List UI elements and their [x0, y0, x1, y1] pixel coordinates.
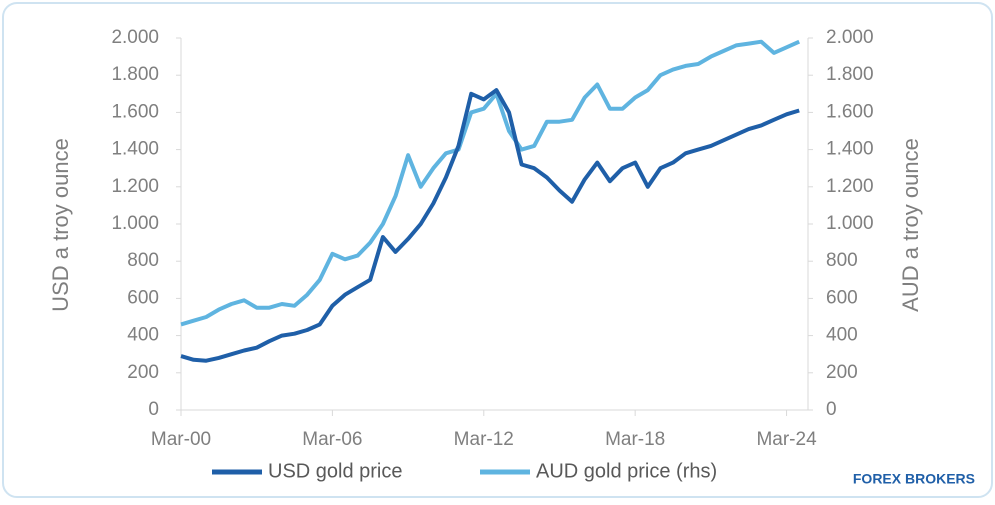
y2-tick-label: 1.000	[826, 213, 874, 234]
y-tick-label: 0	[148, 399, 159, 420]
brand: FOREX BROKERS	[853, 471, 975, 487]
y2-tick-label: 1.400	[826, 139, 874, 160]
y-tick-label: 400	[127, 325, 159, 346]
x-tick-label: Mar-12	[454, 429, 514, 450]
y2-tick-label: 800	[826, 250, 858, 271]
y2-tick-label: 1.800	[826, 64, 874, 85]
y-tick-label: 200	[127, 362, 159, 383]
y2-tick-label: 200	[826, 362, 858, 383]
legend-label: USD gold price	[268, 460, 403, 482]
x-tick-label: Mar-00	[151, 429, 211, 450]
legend-label: AUD gold price (rhs)	[536, 460, 717, 482]
y2-axis-label: AUD a troy ounce	[898, 138, 923, 312]
y-tick-label: 2.000	[111, 27, 159, 48]
frame	[2, 2, 993, 498]
y-tick-label: 600	[127, 287, 159, 308]
y2-tick-label: 2.000	[826, 27, 874, 48]
y2-tick-label: 600	[826, 287, 858, 308]
y-tick-label: 1.800	[111, 64, 159, 85]
y2-tick-label: 1.200	[826, 176, 874, 197]
x-tick-label: Mar-18	[605, 429, 665, 450]
line-series	[180, 39, 801, 327]
x-tick-label: Mar-24	[756, 429, 817, 450]
y-tick-label: 1.400	[111, 139, 159, 160]
line-series	[180, 88, 800, 363]
y-tick-label: 1.000	[111, 213, 159, 234]
y-tick-label: 1.200	[111, 176, 159, 197]
y2-tick-label: 400	[826, 325, 858, 346]
y-tick-label: 1.600	[111, 101, 159, 122]
y2-tick-label: 0	[826, 399, 837, 420]
y-tick-label: 800	[127, 250, 159, 271]
y-axis-label: USD a troy ounce	[48, 138, 73, 312]
x-tick-label: Mar-06	[302, 429, 362, 450]
y2-tick-label: 1.600	[826, 101, 874, 122]
